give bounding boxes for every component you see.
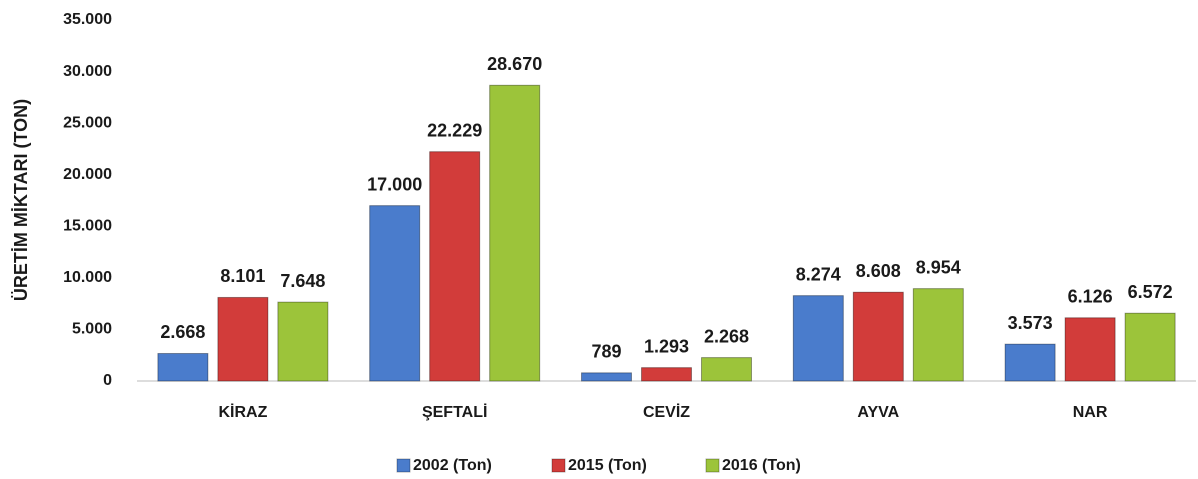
y-tick-label: 30.000 [63,63,112,80]
value-label: 2.668 [160,322,205,342]
value-label: 7.648 [280,271,325,291]
bar [1065,317,1116,381]
value-label: 8.954 [916,257,961,277]
bar [217,297,268,381]
value-label: 3.573 [1008,313,1053,333]
legend-label: 2002 (Ton) [413,457,492,474]
bar [913,288,964,381]
y-tick-label: 25.000 [63,114,112,131]
bar [853,292,904,381]
value-label: 22.229 [427,120,482,140]
value-label: 1.293 [644,336,689,356]
value-label: 6.572 [1128,282,1173,302]
bar [1005,344,1056,381]
bar [641,367,692,381]
bar [157,353,208,381]
x-tick-label: KİRAZ [218,403,267,421]
x-tick-label: ŞEFTALİ [422,403,487,421]
y-tick-label: 15.000 [63,218,112,235]
value-label: 17.000 [367,174,422,194]
value-label: 8.101 [220,266,265,286]
x-tick-label: CEVİZ [643,403,690,421]
value-label: 8.608 [856,261,901,281]
bar [581,372,632,381]
legend-swatch [551,458,566,473]
value-label: 8.274 [796,264,841,284]
legend-swatch [396,458,411,473]
bar [701,357,752,381]
legend-label: 2016 (Ton) [722,457,801,474]
value-label: 28.670 [487,54,542,74]
bar [489,85,540,381]
bar [793,295,844,381]
x-tick-label: NAR [1073,404,1108,421]
y-tick-label: 35.000 [63,11,112,28]
y-axis-label: ÜRETİM MİKTARI (TON) [11,99,31,301]
legend-label: 2015 (Ton) [568,457,647,474]
y-tick-label: 10.000 [63,269,112,286]
legend-swatch [705,458,720,473]
bar [429,151,480,381]
value-label: 2.268 [704,326,749,346]
value-label: 6.126 [1068,287,1113,307]
y-tick-label: 5.000 [72,321,112,338]
bar [1125,313,1176,381]
x-tick-label: AYVA [857,404,899,421]
value-label: 789 [591,342,621,362]
bar [277,302,328,381]
y-tick-label: 0 [103,372,112,389]
y-tick-label: 20.000 [63,166,112,183]
bar [369,205,420,381]
